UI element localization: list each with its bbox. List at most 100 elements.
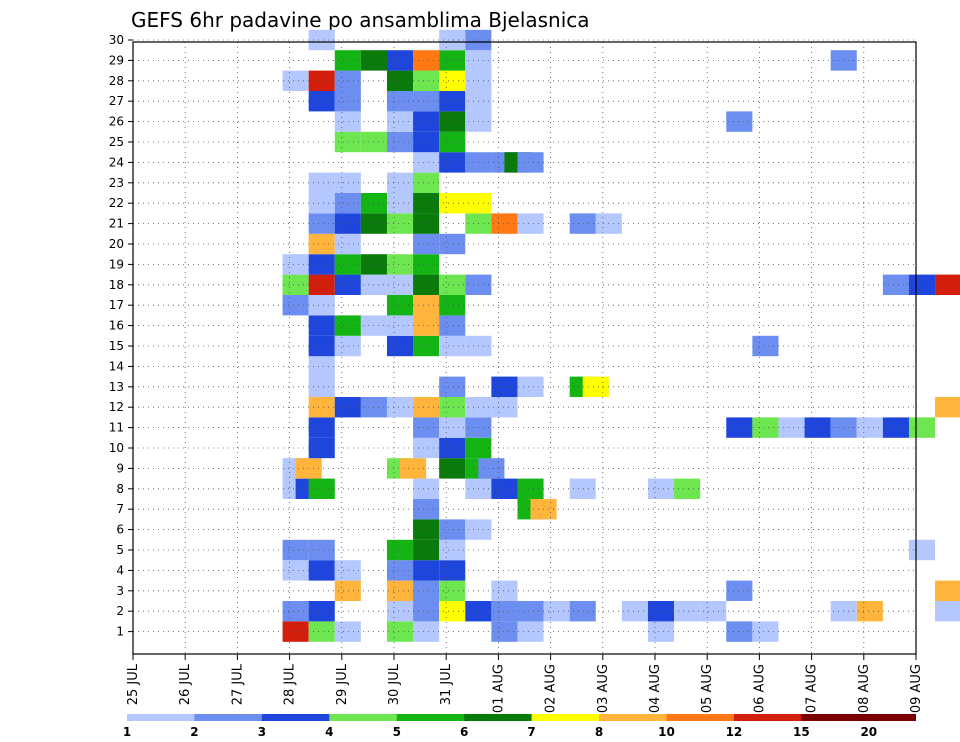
heatmap-cell: [334, 315, 361, 336]
heatmap-cell: [413, 70, 440, 91]
heatmap-cell: [386, 295, 414, 316]
heatmap-cell: [726, 111, 753, 132]
heatmap-cell: [386, 111, 414, 132]
heatmap-cell: [439, 335, 466, 357]
heatmap-cell: [582, 376, 609, 397]
heatmap-cell: [413, 91, 440, 112]
heatmap-cell: [334, 91, 361, 112]
x-tick-label: 08 AUG: [857, 664, 872, 713]
heatmap-cell: [282, 254, 309, 275]
heatmap-cell: [439, 519, 466, 540]
y-tick-label: 12: [109, 400, 124, 414]
heatmap-cell: [282, 621, 309, 642]
heatmap-cell: [413, 539, 440, 561]
heatmap-cell: [856, 601, 883, 622]
heatmap-cell: [308, 295, 335, 316]
heatmap-cell: [386, 50, 414, 71]
heatmap-cell: [308, 193, 335, 214]
heatmap-cell: [334, 70, 361, 91]
colorbar-swatch: [329, 714, 398, 721]
heatmap-cell: [386, 91, 414, 112]
heatmap-cell: [334, 233, 361, 255]
heatmap-cell: [282, 274, 309, 295]
heatmap-cell: [882, 274, 909, 295]
y-tick-label: 15: [109, 339, 124, 353]
heatmap-cell: [386, 131, 414, 153]
heatmap-cell: [439, 50, 466, 71]
heatmap-cell: [386, 621, 414, 642]
colorbar-swatch: [261, 714, 330, 721]
y-tick-label: 2: [116, 604, 124, 618]
heatmap-cell: [308, 335, 335, 357]
x-tick-label: 02 AUG: [544, 664, 559, 713]
heatmap-cell: [413, 233, 440, 255]
heatmap-cell: [439, 111, 466, 132]
colorbar-label: 12: [726, 725, 743, 739]
colorbar-swatch: [801, 714, 870, 721]
y-tick-label: 5: [116, 543, 124, 557]
heatmap-cell: [935, 274, 960, 295]
heatmap-cell: [334, 621, 361, 642]
heatmap-cell: [439, 152, 466, 173]
heatmap-cell: [334, 580, 361, 601]
heatmap-cell: [439, 274, 466, 295]
heatmap-cell: [282, 539, 309, 561]
heatmap-cell: [308, 397, 335, 418]
colorbar-swatch: [733, 714, 802, 721]
heatmap-cell: [439, 131, 466, 153]
x-tick-label: 30 JUL: [387, 663, 402, 705]
y-tick-label: 21: [109, 217, 124, 231]
heatmap-cell: [334, 397, 361, 418]
heatmap-cell: [413, 193, 440, 214]
heatmap-cell: [569, 213, 596, 234]
heatmap-cell: [517, 621, 544, 642]
y-tick-label: 29: [109, 53, 124, 67]
y-tick-label: 28: [109, 74, 124, 88]
heatmap-cell: [308, 233, 335, 255]
heatmap-cell: [386, 601, 414, 622]
heatmap-cell: [908, 539, 936, 561]
heatmap-cell: [674, 478, 701, 499]
x-tick-label: 06 AUG: [752, 664, 767, 713]
colorbar-label: 10: [658, 725, 675, 739]
heatmap-cell: [386, 172, 414, 193]
y-tick-label: 3: [116, 584, 124, 598]
heatmap-cell: [386, 70, 414, 91]
heatmap-cell: [856, 417, 883, 438]
heatmap-cell: [413, 478, 440, 499]
heatmap-cell: [386, 335, 414, 357]
colorbar-label: 20: [860, 725, 877, 739]
heatmap-cell: [569, 478, 596, 499]
colorbar-label: 15: [793, 725, 810, 739]
heatmap-cell: [726, 580, 753, 601]
heatmap-cell: [439, 560, 466, 581]
heatmap-cell: [647, 601, 675, 622]
heatmap-cell: [491, 478, 518, 499]
heatmap-cell: [413, 274, 440, 295]
heatmap-cell: [413, 437, 440, 459]
heatmap-cell: [282, 295, 309, 316]
colorbar-label: 2: [190, 725, 198, 739]
heatmap-cell: [308, 356, 335, 377]
x-tick-label: 25 JUL: [126, 663, 141, 705]
y-tick-label: 10: [109, 441, 124, 455]
colorbar-swatch: [464, 714, 533, 721]
y-tick-label: 9: [116, 461, 124, 475]
x-tick-label: 26 JUL: [178, 663, 193, 705]
heatmap-cell: [386, 315, 414, 336]
colorbar: 1 2 3 4 5 6 7 8 10 12 15 20: [123, 714, 916, 739]
heatmap-cell: [413, 50, 440, 71]
y-tick-label: 13: [109, 380, 124, 394]
y-tick-label: 23: [109, 176, 124, 190]
heatmap-cell: [439, 376, 466, 397]
colorbar-swatch: [127, 714, 195, 721]
heatmap-cell: [334, 560, 361, 581]
colorbar-label: 7: [527, 725, 535, 739]
y-tick-label: 18: [109, 278, 124, 292]
heatmap-cell: [334, 111, 361, 132]
heatmap-cell: [491, 601, 518, 622]
heatmap-cell: [491, 376, 518, 397]
heatmap-cell: [517, 601, 544, 622]
heatmap-cell: [308, 213, 335, 234]
heatmap-cell: [439, 580, 466, 601]
